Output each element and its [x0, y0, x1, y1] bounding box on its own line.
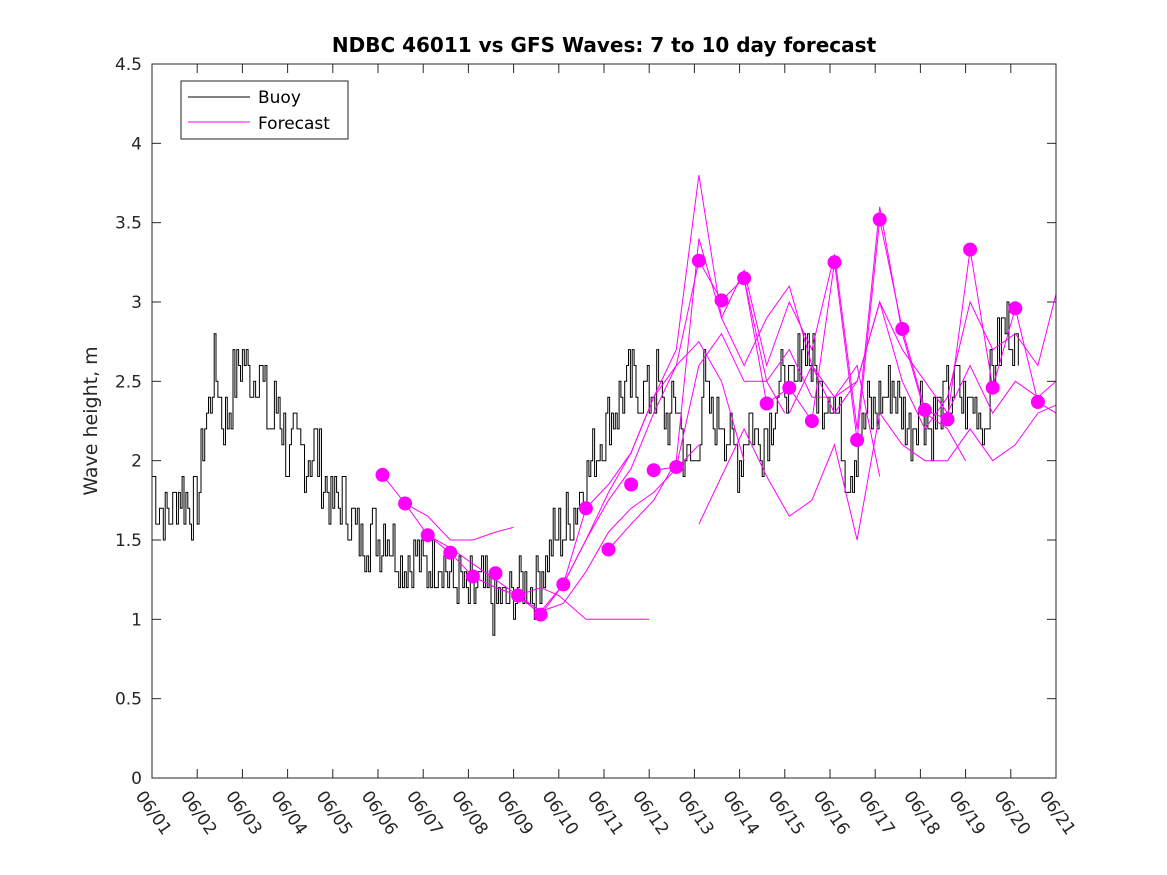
forecast-point [669, 460, 684, 474]
forecast-point [827, 255, 842, 270]
forecast-point [533, 607, 548, 622]
y-axis-label: Wave height, m [80, 346, 102, 495]
y-tick-label: 3.5 [115, 214, 142, 234]
buoy-series [152, 301, 1019, 636]
y-tick-label: 0.5 [115, 690, 142, 710]
forecast-point [872, 212, 887, 227]
legend: Buoy Forecast [180, 80, 349, 140]
forecast-point [375, 467, 390, 482]
legend-box [180, 80, 349, 140]
x-tick-label: 06/03 [221, 787, 265, 839]
x-tick-labels: 06/01 06/02 06/03 06/04 06/05 06/06 06/07 06/08… [131, 787, 1079, 839]
x-tick-label: 06/04 [267, 787, 311, 839]
x-tick-label: 06/06 [357, 787, 401, 839]
forecast-line [698, 404, 1057, 541]
y-tick-labels: 0 0.5 1 1.5 2 2.5 3 3.5 4 4.5 [115, 55, 142, 789]
x-tick-label: 06/13 [673, 787, 717, 839]
x-tick-label: 06/07 [402, 787, 446, 839]
y-tick-label: 2.5 [115, 372, 142, 392]
forecast-point [511, 588, 526, 603]
forecast-point [759, 396, 774, 411]
forecast-point [624, 477, 639, 492]
forecast-line [788, 293, 1057, 430]
buoy-line [152, 301, 1019, 636]
y-tick-label: 1 [131, 610, 142, 630]
y-tick-label: 2 [131, 452, 142, 472]
forecast-point [963, 242, 978, 257]
forecast-point [804, 414, 819, 428]
forecast-line [404, 503, 514, 541]
forecast-point [1030, 395, 1045, 409]
x-tick-label: 06/09 [493, 787, 537, 839]
forecast-point [646, 463, 661, 478]
forecast-point [714, 293, 729, 308]
x-tick-label: 06/21 [1035, 787, 1079, 839]
forecast-point [398, 496, 413, 511]
forecast-point [917, 402, 932, 417]
forecast-line [427, 444, 700, 612]
x-tick-label: 06/17 [854, 787, 898, 839]
x-tick-label: 06/01 [131, 787, 175, 839]
forecast-point [737, 271, 752, 286]
x-tick-label: 06/10 [538, 787, 582, 839]
x-tick-label: 06/14 [719, 787, 763, 839]
forecast-point [465, 569, 480, 584]
y-tick-label: 0 [131, 769, 142, 789]
forecast-point [691, 253, 706, 268]
forecast-point [578, 501, 593, 516]
plot-area [152, 64, 1056, 778]
forecast-point [850, 433, 865, 447]
y-tick-label: 1.5 [115, 531, 142, 551]
x-tick-label: 06/11 [583, 787, 627, 839]
x-tick-label: 06/15 [764, 787, 808, 839]
forecast-point [1008, 301, 1023, 316]
forecast-point [488, 566, 503, 581]
x-tick-label: 06/12 [628, 787, 672, 839]
x-tick-label: 06/20 [990, 787, 1034, 839]
x-tick-label: 06/08 [447, 787, 491, 839]
forecast-markers [375, 212, 1045, 622]
forecast-point [601, 542, 616, 557]
forecast-point [940, 412, 955, 427]
y-tick-label: 3 [131, 293, 142, 313]
forecast-point [420, 528, 435, 543]
y-tick-label: 4.5 [115, 55, 142, 75]
x-tick-label: 06/02 [176, 787, 220, 839]
x-tick-label: 06/18 [899, 787, 943, 839]
y-tick-label: 4 [131, 134, 142, 154]
forecast-point [895, 322, 910, 336]
chart-title: NDBC 46011 vs GFS Waves: 7 to 10 day for… [332, 33, 877, 57]
forecast-point [985, 380, 1000, 395]
legend-forecast-label: Forecast [258, 114, 330, 134]
x-tick-label: 06/16 [809, 787, 853, 839]
legend-buoy-label: Buoy [258, 88, 301, 108]
forecast-point [443, 545, 458, 560]
plot-frame [151, 63, 1057, 779]
forecast-point [556, 577, 571, 592]
x-tick-label: 06/19 [945, 787, 989, 839]
x-tick-label: 06/05 [312, 787, 356, 839]
forecast-point [782, 380, 797, 395]
